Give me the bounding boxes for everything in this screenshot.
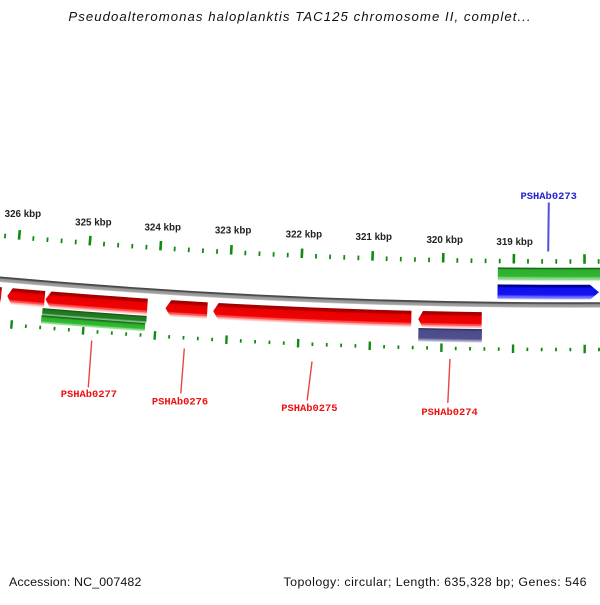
svg-text:324 kbp: 324 kbp bbox=[144, 223, 181, 234]
svg-text:PSHAb0275: PSHAb0275 bbox=[281, 403, 337, 415]
svg-text:319 kbp: 319 kbp bbox=[496, 237, 533, 248]
svg-text:PSHAb0273: PSHAb0273 bbox=[521, 191, 577, 203]
svg-text:322 kbp: 322 kbp bbox=[286, 230, 323, 241]
svg-text:325 kbp: 325 kbp bbox=[75, 218, 112, 229]
svg-text:321 kbp: 321 kbp bbox=[356, 232, 393, 243]
svg-text:Topology: circular; Length: 63: Topology: circular; Length: 635,328 bp; … bbox=[283, 575, 587, 589]
svg-text:320 kbp: 320 kbp bbox=[426, 235, 463, 246]
svg-text:Accession: NC_007482: Accession: NC_007482 bbox=[9, 575, 142, 589]
svg-text:326 kbp: 326 kbp bbox=[5, 209, 42, 220]
svg-text:Pseudoalteromonas haloplanktis: Pseudoalteromonas haloplanktis TAC125 ch… bbox=[68, 9, 531, 24]
svg-text:PSHAb0274: PSHAb0274 bbox=[421, 407, 477, 419]
svg-text:323 kbp: 323 kbp bbox=[215, 225, 252, 236]
svg-text:PSHAb0277: PSHAb0277 bbox=[61, 389, 117, 401]
svg-text:PSHAb0276: PSHAb0276 bbox=[152, 397, 208, 409]
